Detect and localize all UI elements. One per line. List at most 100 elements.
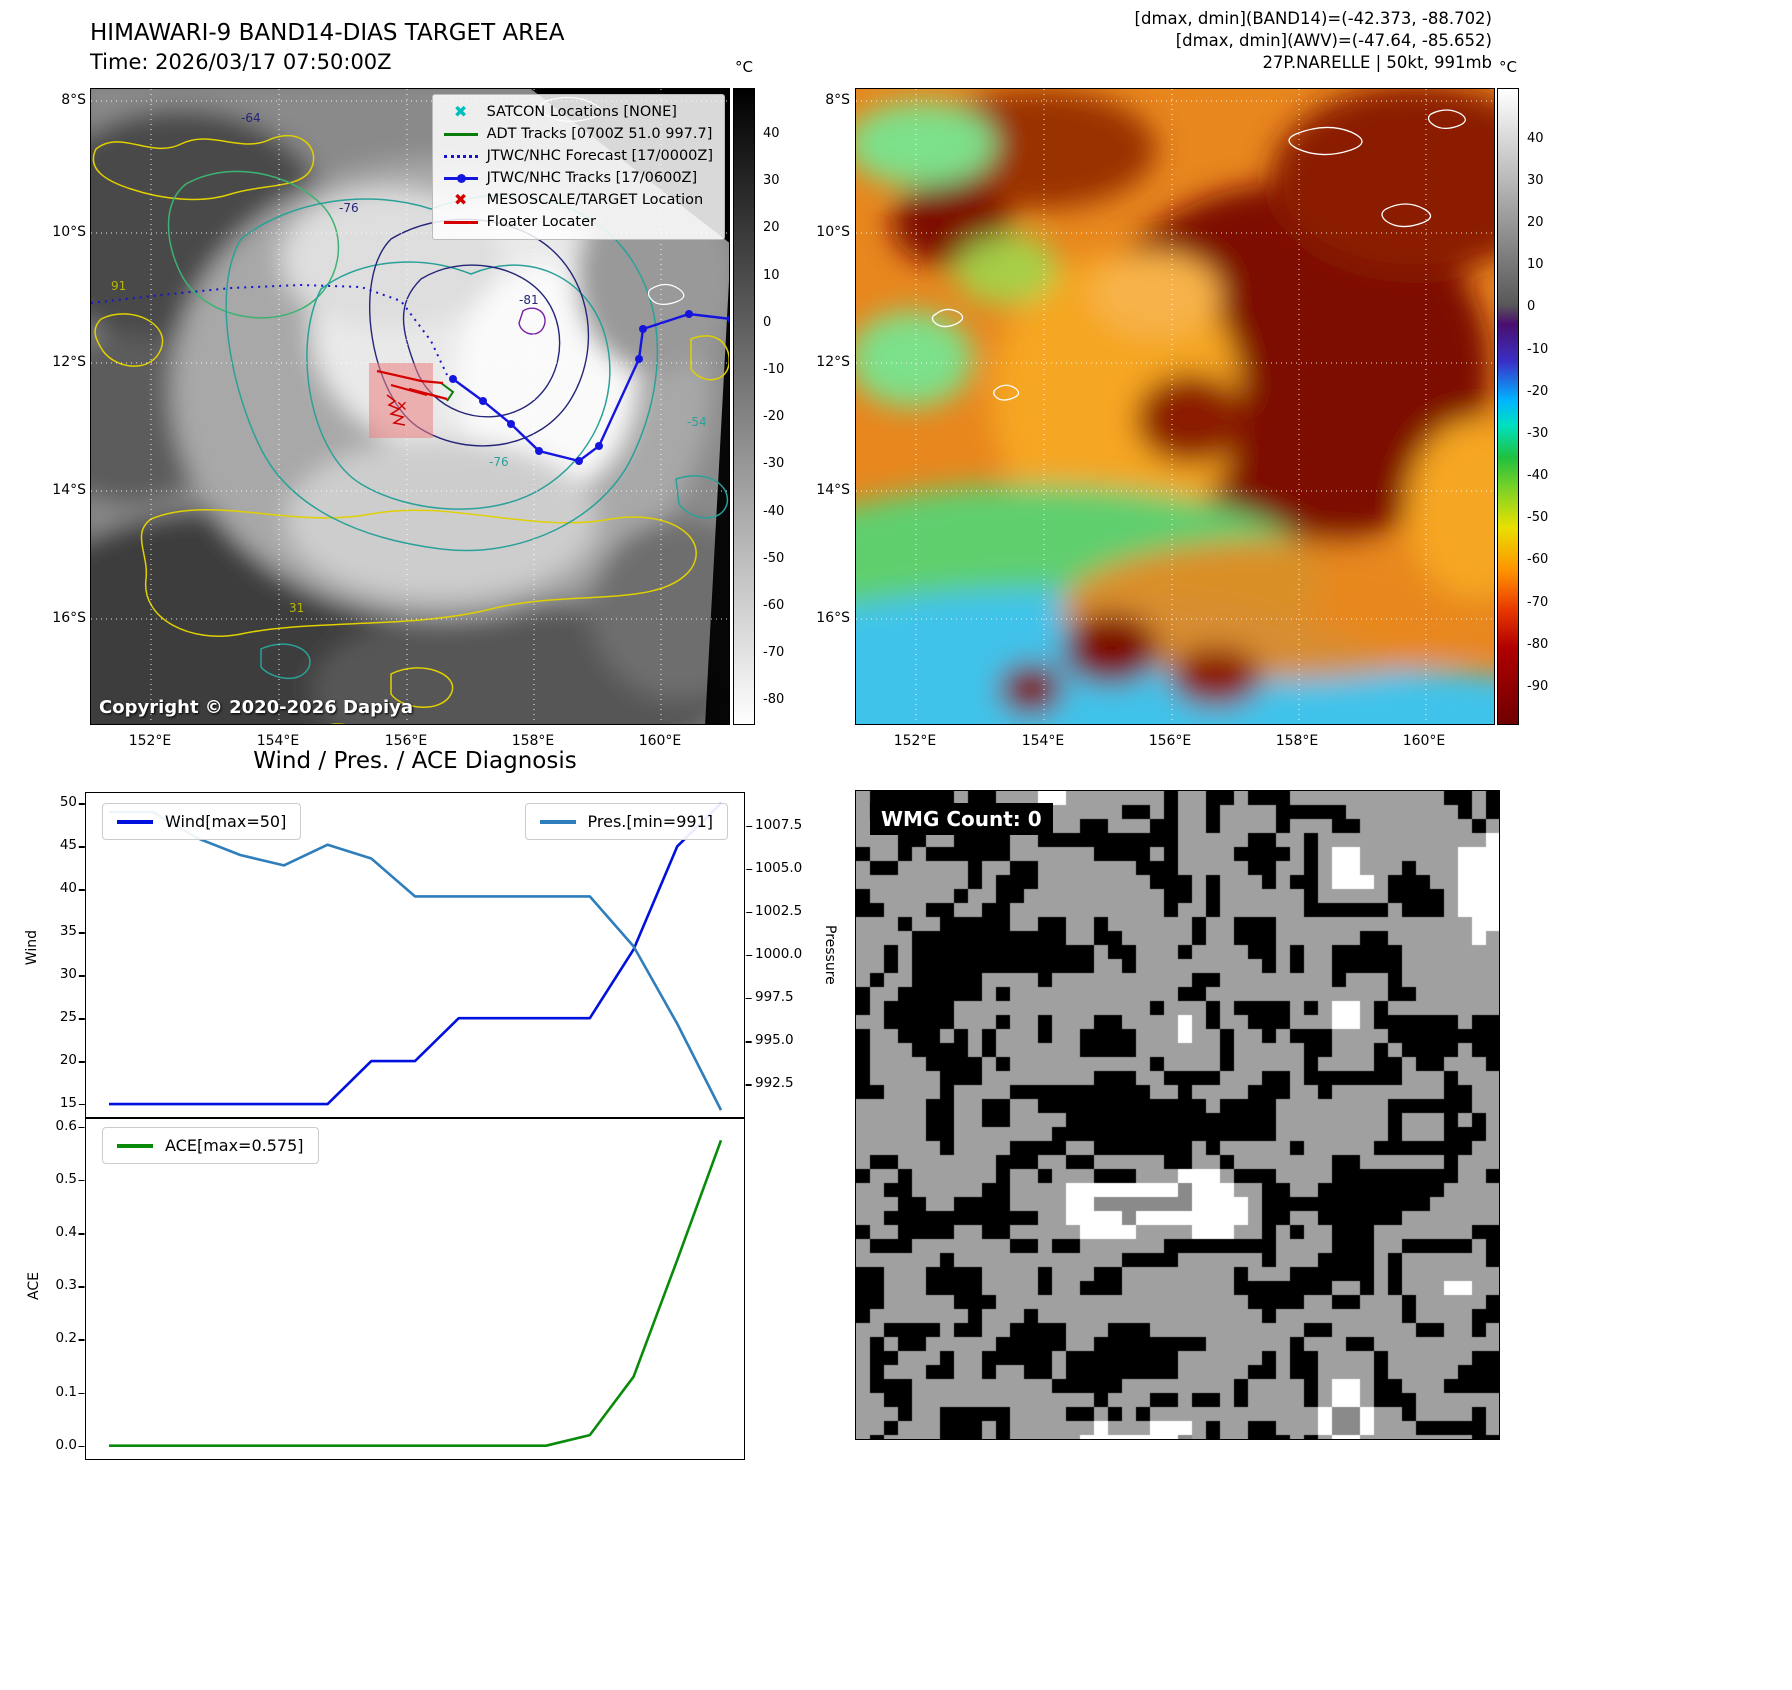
- track-line-dot-icon: [443, 173, 478, 183]
- contour-value-label: -81: [519, 293, 539, 307]
- contour-value-label: -54: [687, 415, 707, 429]
- awv-colorbar: [1497, 88, 1519, 725]
- jtwc-track: [449, 310, 729, 465]
- colorbar-tick: -50: [1527, 510, 1549, 525]
- y-axis-tick-label: 995.0: [746, 1032, 794, 1049]
- y-axis-tick-label: 50: [59, 794, 86, 811]
- awv-satellite-image: [856, 89, 1494, 724]
- y-axis-tick-label: 1002.5: [745, 902, 803, 919]
- pressure-legend-label: Pres.[min=991]: [587, 812, 713, 831]
- pressure-legend: Pres.[min=991]: [524, 803, 728, 840]
- band14-colorbar-ticks: 40 30 20 10 0 -10 -20 -30 -40 -50 -60 -7…: [733, 88, 793, 725]
- y-axis-tick-label: 0.6: [55, 1117, 86, 1134]
- adt-line-icon: [443, 132, 478, 136]
- copyright-watermark: Copyright © 2020-2026 Dapiya: [99, 697, 414, 718]
- ace-legend-label: ACE[max=0.575]: [165, 1136, 304, 1155]
- mesoscale-x-icon: ✖: [453, 190, 468, 209]
- lat-tick-label: 10°S: [816, 224, 850, 240]
- awv-colorbar-ticks: 40 30 20 10 0 -10 -20 -30 -40 -50 -60 -7…: [1497, 88, 1557, 725]
- colorbar-tick: -60: [763, 598, 785, 613]
- wmg-mask-image: [856, 791, 1499, 1439]
- map-legend: ✖ SATCON Locations [NONE] ADT Tracks [07…: [431, 94, 725, 240]
- y-axis-tick-label: 35: [59, 923, 86, 940]
- wmg-count-badge: WMG Count: 0: [870, 803, 1053, 835]
- colorbar-tick: 10: [1527, 257, 1544, 272]
- y-axis-tick-label: 0.3: [55, 1277, 86, 1294]
- wmg-mask-panel: WMG Count: 0: [855, 790, 1500, 1440]
- y-axis-tick-label: 997.5: [746, 989, 794, 1006]
- y-axis-tick-label: 1005.0: [745, 859, 803, 876]
- floater-locater-line: [376, 369, 448, 401]
- lon-tick-label: 160°E: [1402, 733, 1446, 749]
- colorbar-tick: -80: [1527, 637, 1549, 652]
- lon-tick-label: 152°E: [893, 733, 937, 749]
- legend-label: JTWC/NHC Forecast [17/0000Z]: [486, 148, 713, 164]
- colorbar-tick: -20: [763, 409, 785, 424]
- contour-value-label: -76: [339, 201, 359, 215]
- y-axis-tick-label: 20: [59, 1052, 86, 1069]
- colorbar-tick: -80: [763, 692, 785, 707]
- legend-item-floater: Floater Locater: [443, 214, 713, 230]
- y-axis-tick-label: 40: [59, 880, 86, 897]
- colorbar-tick: 40: [763, 126, 780, 141]
- mesoscale-target-x-icon: ✕: [396, 399, 408, 415]
- colorbar-tick: -40: [1527, 468, 1549, 483]
- lon-tick-label: 158°E: [1275, 733, 1319, 749]
- legend-label: SATCON Locations [NONE]: [486, 104, 677, 120]
- stats-annotation-block: [dmax, dmin](BAND14)=(-42.373, -88.702) …: [1135, 8, 1492, 74]
- colorbar-tick: -30: [1527, 426, 1549, 441]
- y-axis-tick-label: 0.1: [55, 1383, 86, 1400]
- contour-value-label: -76: [489, 455, 509, 469]
- lon-tick-label: 156°E: [384, 733, 428, 749]
- coastline: [931, 109, 1466, 401]
- legend-item-tracks: JTWC/NHC Tracks [17/0600Z]: [443, 170, 713, 186]
- band14-colorbar: [733, 88, 755, 725]
- legend-item-mesoscale: ✖ MESOSCALE/TARGET Location: [444, 190, 713, 209]
- lon-tick-label: 158°E: [511, 733, 555, 749]
- colorbar-tick: -70: [763, 645, 785, 660]
- colorbar-unit-label: °C: [1499, 58, 1517, 76]
- awv-map-panel: [855, 88, 1495, 725]
- colorbar-tick: -40: [763, 504, 785, 519]
- legend-label: JTWC/NHC Tracks [17/0600Z]: [486, 170, 698, 186]
- lat-tick-label: 12°S: [816, 354, 850, 370]
- y-axis-tick-label: 25: [59, 1009, 86, 1026]
- wind-pressure-chart: Wind[max=50] Pres.[min=991] 15 20 25 30 35 40…: [60, 792, 802, 1118]
- lon-tick-label: 154°E: [256, 733, 300, 749]
- figure-title: HIMAWARI-9 BAND14-DIAS TARGET AREA: [90, 20, 565, 46]
- lat-tick-label: 10°S: [52, 224, 86, 240]
- colorbar-tick: 20: [1527, 215, 1544, 230]
- lat-tick-label: 16°S: [816, 610, 850, 626]
- legend-label: ADT Tracks [0700Z 51.0 997.7]: [486, 126, 713, 142]
- figure-time-label: Time: 2026/03/17 07:50:00Z: [90, 50, 392, 74]
- ace-axis-label: ACE: [26, 1272, 42, 1300]
- adt-track: [440, 382, 455, 402]
- colorbar-tick: -10: [1527, 342, 1549, 357]
- lat-tick-label: 8°S: [61, 92, 86, 108]
- pressure-line-icon: [539, 819, 576, 824]
- colorbar-tick: -90: [1527, 679, 1549, 694]
- ace-line-icon: [117, 1143, 153, 1148]
- colorbar-tick: 30: [1527, 173, 1544, 188]
- band14-dmax-dmin: [dmax, dmin](BAND14)=(-42.373, -88.702): [1134, 9, 1492, 28]
- colorbar-tick: 10: [763, 268, 780, 283]
- y-axis-tick-label: 1007.5: [745, 816, 803, 833]
- y-axis-tick-label: 1000.0: [745, 946, 803, 962]
- y-axis-tick-label: 0.0: [55, 1436, 86, 1453]
- colorbar-tick: -20: [1527, 384, 1549, 399]
- storm-id-intensity: 27P.NARELLE | 50kt, 991mb: [1262, 53, 1492, 72]
- floater-line-icon: [443, 220, 478, 224]
- colorbar-tick: -70: [1527, 595, 1549, 610]
- wind-legend: Wind[max=50]: [102, 803, 302, 840]
- y-axis-tick-label: 15: [59, 1095, 86, 1112]
- legend-label: Floater Locater: [486, 214, 597, 230]
- mesoscale-scribble: [386, 394, 406, 426]
- colorbar-tick: 40: [1527, 131, 1544, 146]
- y-axis-tick-label: 0.4: [55, 1224, 86, 1241]
- contour-value-label: 31: [289, 601, 305, 615]
- ace-legend: ACE[max=0.575]: [102, 1127, 319, 1164]
- lat-tick-label: 12°S: [52, 354, 86, 370]
- lon-tick-label: 152°E: [128, 733, 172, 749]
- legend-label: MESOSCALE/TARGET Location: [486, 192, 704, 208]
- lat-tick-label: 14°S: [52, 482, 86, 498]
